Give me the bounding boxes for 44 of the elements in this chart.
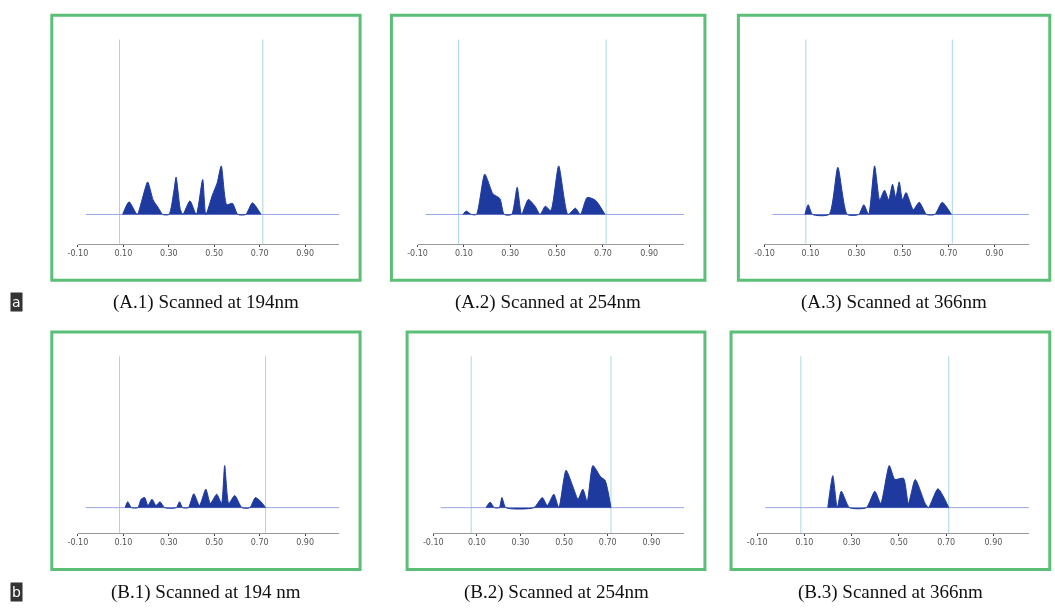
- x-tick-label: -0.10: [746, 538, 768, 548]
- x-tick-label: 0.50: [893, 249, 912, 259]
- x-tick-label: 0.70: [939, 249, 958, 259]
- text: (B.3) Scanned at 366nm: [798, 581, 983, 603]
- x-tick-label: 0.30: [511, 538, 530, 548]
- x-tick-label: 0.10: [454, 249, 473, 259]
- x-tick-label: -0.10: [67, 249, 89, 259]
- text: (A.1) Scanned at 194nm: [113, 291, 299, 313]
- x-tick-label: 0.50: [205, 538, 224, 548]
- x-tick-label: 0.90: [296, 538, 314, 548]
- text: (A.3) Scanned at 366nm: [801, 291, 987, 313]
- x-tick-label: 0.90: [296, 249, 314, 259]
- x-tick-label: 0.50: [555, 538, 573, 548]
- text: (B.2) Scanned at 254nm: [464, 581, 649, 603]
- x-tick-label: 0.70: [598, 538, 617, 548]
- x-tick-label: -0.10: [422, 538, 444, 548]
- text: b: [12, 584, 21, 600]
- x-tick-label: 0.50: [205, 249, 224, 259]
- x-tick-label: 0.30: [159, 538, 178, 548]
- x-tick-label: 0.30: [159, 249, 178, 259]
- text: (B.1) Scanned at 194 nm: [111, 581, 301, 603]
- x-tick-label: 0.30: [501, 249, 520, 259]
- x-tick-label: 0.70: [594, 249, 612, 259]
- text: a: [12, 294, 21, 310]
- x-tick-label: 0.70: [937, 538, 956, 548]
- x-tick-label: 0.50: [890, 538, 908, 548]
- x-tick-label: 0.10: [467, 538, 486, 548]
- x-tick-label: 0.90: [642, 538, 661, 548]
- text: (A.2) Scanned at 254nm: [455, 291, 641, 313]
- x-tick-label: -0.10: [754, 249, 775, 259]
- x-tick-label: -0.10: [407, 249, 428, 259]
- x-tick-label: 0.50: [547, 249, 566, 259]
- x-tick-label: 0.30: [847, 249, 866, 259]
- x-tick-label: 0.10: [795, 538, 814, 548]
- x-tick-label: 0.70: [250, 538, 269, 548]
- x-tick-label: 0.90: [985, 249, 1004, 259]
- x-tick-label: 0.10: [114, 249, 133, 259]
- x-tick-label: 0.90: [640, 249, 659, 259]
- x-tick-label: 0.10: [801, 249, 820, 259]
- x-tick-label: -0.10: [67, 538, 89, 548]
- x-tick-label: 0.90: [984, 538, 1003, 548]
- x-tick-label: 0.70: [250, 249, 269, 259]
- x-tick-label: 0.30: [842, 538, 861, 548]
- x-tick-label: 0.10: [114, 538, 133, 548]
